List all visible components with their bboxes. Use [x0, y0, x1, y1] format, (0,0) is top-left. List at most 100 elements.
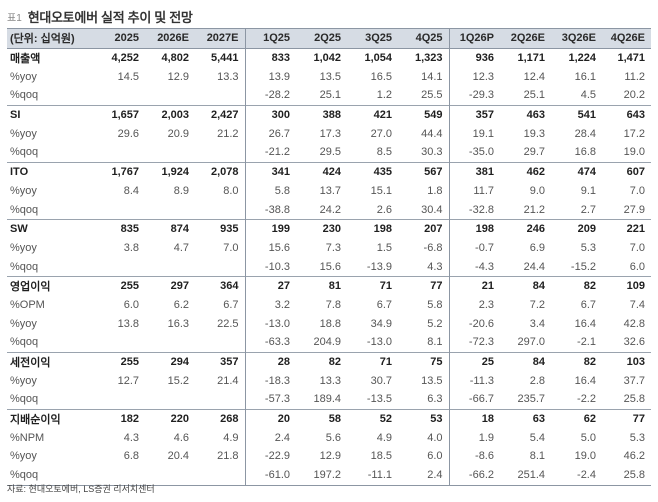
table-row-ratio: %qoq -28.2 25.1 1.2 25.5 -29.3 25.1 4.5 20.2 — [7, 86, 651, 106]
row-label: 세전이익 — [7, 351, 95, 372]
table-cell: 4,252 — [111, 52, 139, 65]
row-label: ITO — [7, 161, 95, 182]
row-label: %yoy — [10, 241, 37, 254]
table-cell — [145, 200, 195, 219]
table-cell: -13.9 — [366, 260, 392, 273]
table-cell: 84 — [500, 275, 551, 296]
table-cell: 11.7 — [448, 181, 500, 201]
table-cell: 30.3 — [421, 146, 443, 159]
table-cell: 12.9 — [167, 70, 189, 83]
table-cell: 6.2 — [173, 298, 189, 311]
table-cell: 13.3 — [217, 70, 239, 83]
table-cell: 19.0 — [623, 146, 645, 159]
table-cell — [145, 465, 195, 486]
table-cell: 19.0 — [574, 450, 596, 463]
table-cell: 29.5 — [319, 146, 341, 159]
table-row-ratio: %yoy 12.7 15.2 21.4 -18.3 13.3 30.7 13.5 -11.3 2.… — [7, 371, 651, 391]
table-cell: 5.2 — [427, 317, 443, 330]
table-cell: 25.1 — [319, 89, 341, 102]
row-label: %yoy — [10, 70, 37, 83]
table-cell: 567 — [398, 161, 449, 182]
table-cell: 207 — [398, 218, 449, 239]
table-cell: 4,802 — [161, 52, 189, 65]
table-cell — [95, 86, 145, 105]
table-cell: 9.0 — [529, 184, 545, 197]
table-cell — [195, 465, 245, 486]
table-cell: 5.3 — [580, 241, 596, 254]
table-cell: 2.3 — [448, 295, 500, 315]
table-cell: -6.8 — [423, 241, 443, 254]
table-cell: 77 — [398, 275, 449, 296]
table-cell: 1Q25 — [244, 28, 296, 49]
table-cell: 230 — [296, 218, 347, 239]
table-cell: 25.8 — [623, 393, 645, 406]
table-cell: 1.5 — [376, 241, 392, 254]
table-cell — [195, 390, 245, 409]
table-cell: 9.1 — [580, 184, 596, 197]
table-cell — [145, 143, 195, 162]
table-cell — [95, 333, 145, 352]
table-cell: 474 — [551, 161, 602, 182]
table-row-ratio: %yoy 8.4 8.9 8.0 5.8 13.7 15.1 1.8 11.7 9.0 9.1 7.0 — [7, 181, 651, 201]
table-cell: 19.1 — [448, 124, 500, 144]
table-cell: 28 — [244, 351, 296, 372]
table-cell: -11.1 — [347, 465, 398, 486]
table-cell: -28.2 — [244, 86, 296, 106]
table-cell: 58 — [296, 408, 347, 429]
table-cell: 24.4 — [523, 260, 545, 273]
table-cell: 246 — [500, 218, 551, 239]
table-cell: 541 — [551, 104, 602, 125]
table-cell: 5.6 — [325, 431, 341, 444]
row-label: %yoy — [10, 450, 37, 463]
table-cell: 16.4 — [574, 317, 596, 330]
table-cell: 209 — [551, 218, 602, 239]
table-cell: -29.3 — [448, 86, 500, 106]
table-cell: 2026E — [145, 28, 195, 49]
table-cell: 12.3 — [448, 67, 500, 87]
table-number: 표1 — [7, 12, 22, 24]
table-cell: 607 — [602, 161, 651, 182]
table-cell: 13.9 — [244, 67, 296, 87]
row-label: %yoy — [10, 127, 37, 140]
table-cell: 462 — [500, 161, 551, 182]
table-cell — [95, 465, 145, 486]
table-cell — [95, 143, 145, 162]
table-cell: 4.6 — [173, 431, 189, 444]
table-cell: 6.7 — [580, 298, 596, 311]
table-cell: 5.8 — [244, 181, 296, 201]
table-cell: -32.8 — [448, 200, 500, 220]
table-cell: -4.3 — [448, 257, 500, 277]
table-cell: 357 — [448, 104, 500, 125]
table-cell: 27.0 — [370, 127, 392, 140]
row-label: 지배순이익 — [7, 408, 95, 429]
row-label: %yoy — [10, 317, 37, 330]
table-cell: 24.2 — [319, 203, 341, 216]
table-cell: 1,171 — [517, 52, 545, 65]
table-cell: 21.2 — [523, 203, 545, 216]
table-cell: 364 — [195, 275, 245, 296]
table-row-main: 세전이익 255 294 357 28 82 71 75 25 84 82 103 — [7, 351, 651, 372]
row-label: (단위: 십억원) — [7, 28, 95, 49]
table-cell: 255 — [95, 351, 145, 372]
table-cell: -63.3 — [244, 333, 296, 353]
table-cell: 4.3 — [427, 260, 443, 273]
source-note: 자료: 현대오토에버, LS증권 리서치센터 — [7, 484, 155, 494]
table-cell: 37.7 — [623, 374, 645, 387]
table-cell: 71 — [347, 351, 398, 372]
table-cell: 6.0 — [123, 298, 139, 311]
table-row-ratio: %yoy 29.6 20.9 21.2 26.7 17.3 27.0 44.4 19.1 19.3… — [7, 124, 651, 144]
table-cell: 21.8 — [217, 450, 239, 463]
table-cell: 18 — [448, 408, 500, 429]
row-label: %qoq — [10, 336, 39, 349]
table-cell: 1,224 — [568, 52, 596, 65]
table-cell: 341 — [244, 161, 296, 182]
table-cell: 77 — [602, 408, 651, 429]
row-label: %yoy — [10, 184, 37, 197]
table-cell: -57.3 — [244, 390, 296, 410]
table-cell: 81 — [296, 275, 347, 296]
table-cell: 7.4 — [629, 298, 645, 311]
table-row-ratio: %qoq -21.2 29.5 8.5 30.3 -35.0 29.7 16.8 19.0 — [7, 143, 651, 163]
table-cell: 84 — [500, 351, 551, 372]
table-row-main: 매출액 4,252 4,802 5,441 833 1,042 1,054 1,323 936 1… — [7, 48, 651, 68]
table-cell: 12.7 — [117, 374, 139, 387]
